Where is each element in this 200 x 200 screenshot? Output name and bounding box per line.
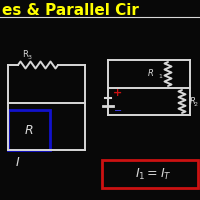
Text: R: R (22, 50, 28, 59)
Text: R: R (25, 123, 33, 136)
Text: +: + (113, 88, 123, 98)
Text: −: − (114, 106, 122, 116)
Text: I: I (16, 156, 20, 168)
Bar (102, 160, 198, 188)
Text: =: = (147, 168, 157, 180)
Text: $I_1$: $I_1$ (135, 166, 145, 182)
Text: R: R (148, 70, 154, 78)
Text: R: R (190, 98, 196, 106)
Text: es & Parallel Cir: es & Parallel Cir (2, 3, 139, 18)
Text: 1: 1 (158, 74, 162, 79)
Text: 2: 2 (194, 102, 198, 108)
Bar (8, 110, 50, 150)
Text: 3: 3 (28, 55, 32, 60)
Text: $I_T$: $I_T$ (160, 166, 172, 182)
